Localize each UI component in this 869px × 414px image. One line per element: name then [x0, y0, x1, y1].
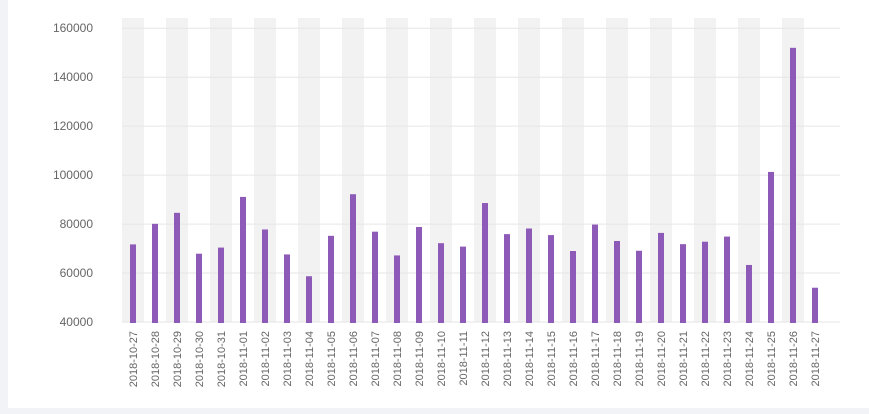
x-tick-label: 2018-11-05 [326, 331, 338, 386]
x-tick-label: 2018-11-10 [436, 331, 448, 386]
bar[interactable] [680, 244, 686, 323]
y-tick-label: 60000 [60, 266, 94, 280]
bar[interactable] [592, 224, 598, 323]
category-band [518, 18, 540, 322]
category-band [650, 18, 672, 322]
category-band [210, 18, 232, 322]
x-tick-label: 2018-11-17 [590, 331, 602, 386]
bar[interactable] [746, 264, 752, 323]
bar[interactable] [548, 235, 554, 323]
bar[interactable] [658, 232, 664, 323]
bar[interactable] [240, 196, 246, 323]
bar[interactable] [174, 212, 180, 323]
x-tick-label: 2018-11-18 [612, 331, 624, 386]
x-tick-label: 2018-11-04 [304, 331, 316, 386]
x-tick-label: 2018-11-14 [524, 331, 536, 386]
x-tick-label: 2018-11-01 [238, 331, 250, 386]
y-axis: 40000 60000 80000 100000 120000 140000 160000 [53, 21, 93, 329]
x-tick-label: 2018-11-20 [656, 331, 668, 386]
y-tick-label: 140000 [53, 70, 93, 84]
category-band [606, 18, 628, 322]
y-tick-label: 40000 [60, 315, 94, 329]
category-band [298, 18, 320, 322]
bar[interactable] [526, 228, 532, 323]
bar[interactable] [702, 241, 708, 323]
bar[interactable] [328, 235, 334, 323]
y-tick-label: 100000 [53, 168, 93, 182]
x-tick-label: 2018-11-11 [458, 331, 470, 386]
bar[interactable] [460, 246, 466, 323]
x-axis: 2018-10-27 2018-10-28 2018-10-29 2018-10-30… [128, 331, 822, 387]
x-tick-label: 2018-11-08 [392, 331, 404, 386]
x-tick-label: 2018-10-31 [216, 331, 228, 387]
x-tick-label: 2018-11-07 [370, 331, 382, 386]
x-tick-label: 2018-11-26 [788, 331, 800, 386]
y-tick-label: 160000 [53, 21, 93, 35]
x-tick-label: 2018-11-22 [700, 331, 712, 386]
bar[interactable] [130, 244, 136, 323]
bar[interactable] [790, 47, 796, 323]
bar[interactable] [724, 236, 730, 323]
bar[interactable] [614, 240, 620, 323]
category-band [694, 18, 716, 322]
bar[interactable] [196, 253, 202, 323]
y-tick-label: 80000 [60, 217, 94, 231]
x-tick-label: 2018-11-25 [766, 331, 778, 386]
x-tick-label: 2018-11-09 [414, 331, 426, 386]
bar[interactable] [218, 247, 224, 323]
category-band [430, 18, 452, 322]
category-band [562, 18, 584, 322]
x-tick-label: 2018-10-29 [172, 331, 184, 387]
x-tick-label: 2018-11-23 [722, 331, 734, 386]
x-tick-label: 2018-11-12 [480, 331, 492, 386]
bar[interactable] [482, 203, 488, 323]
x-tick-label: 2018-11-21 [678, 331, 690, 386]
bar[interactable] [306, 276, 312, 323]
bar[interactable] [262, 229, 268, 323]
x-tick-label: 2018-10-28 [150, 331, 162, 387]
x-tick-label: 2018-11-27 [810, 331, 822, 386]
category-band [738, 18, 760, 322]
bar[interactable] [284, 254, 290, 323]
bar[interactable] [570, 251, 576, 323]
x-tick-label: 2018-11-02 [260, 331, 272, 386]
bar[interactable] [438, 243, 444, 323]
category-band [474, 18, 496, 322]
x-tick-label: 2018-11-19 [634, 331, 646, 386]
left-margin-strip [0, 0, 8, 414]
x-tick-label: 2018-10-30 [194, 331, 206, 387]
bar[interactable] [152, 223, 158, 323]
bar[interactable] [372, 231, 378, 323]
bottom-margin-strip [0, 408, 869, 414]
category-band [122, 18, 144, 322]
bar-series [130, 47, 818, 323]
x-tick-label: 2018-11-06 [348, 331, 360, 386]
x-tick-label: 2018-10-27 [128, 331, 140, 387]
bar[interactable] [812, 287, 818, 323]
category-band [166, 18, 188, 322]
x-tick-label: 2018-11-24 [744, 331, 756, 386]
bar[interactable] [394, 255, 400, 323]
x-tick-label: 2018-11-15 [546, 331, 558, 386]
bar[interactable] [636, 250, 642, 323]
x-tick-label: 2018-11-16 [568, 331, 580, 386]
y-tick-label: 120000 [53, 119, 93, 133]
bar[interactable] [416, 227, 422, 323]
category-band [254, 18, 276, 322]
bar[interactable] [504, 234, 510, 323]
x-tick-label: 2018-11-13 [502, 331, 514, 386]
bar[interactable] [768, 171, 774, 323]
category-band [342, 18, 364, 322]
bar[interactable] [350, 194, 356, 323]
x-tick-label: 2018-11-03 [282, 331, 294, 386]
category-band [386, 18, 408, 322]
alternating-bands [122, 18, 804, 322]
